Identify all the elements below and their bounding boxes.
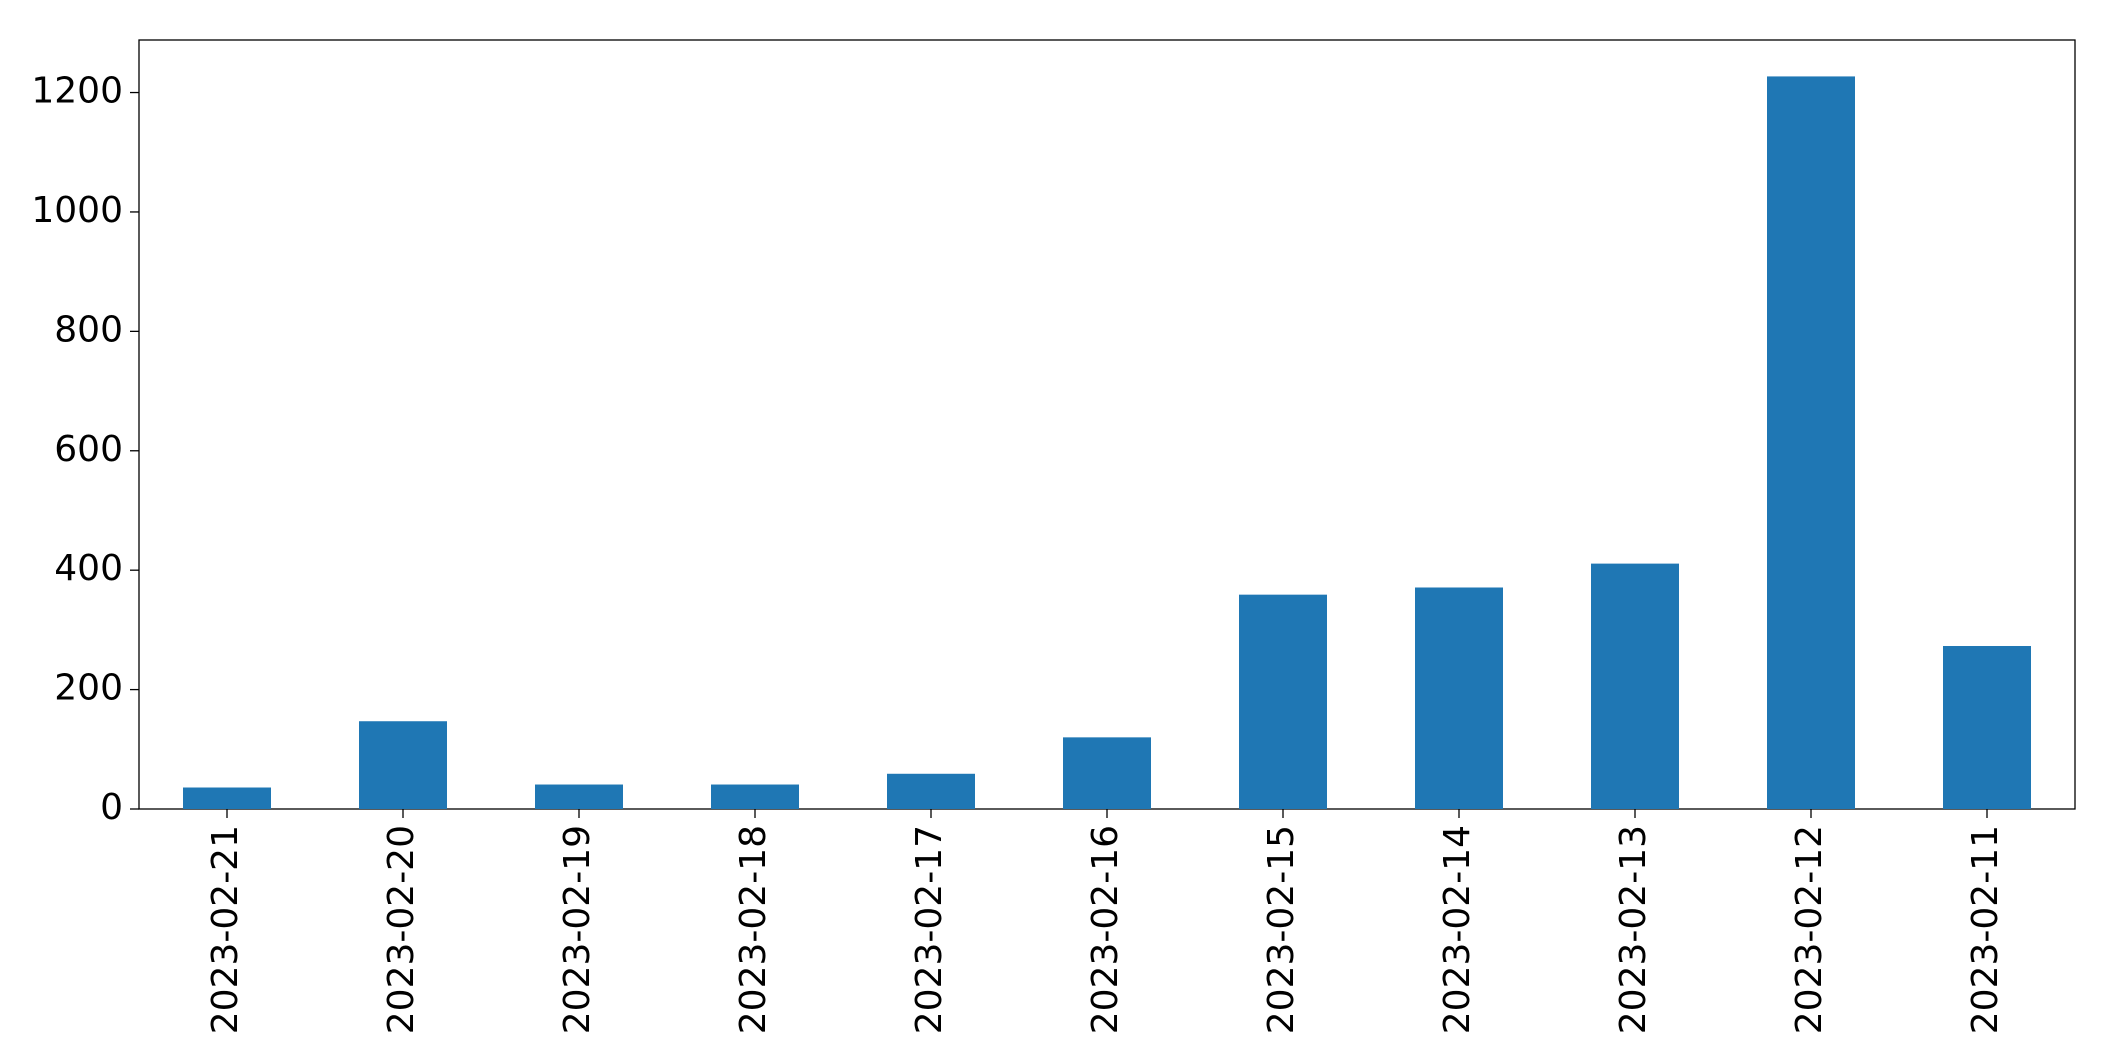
bar bbox=[1415, 587, 1503, 809]
x-tick-label: 2023-02-17 bbox=[909, 825, 950, 1034]
x-tick-label: 2023-02-19 bbox=[557, 825, 598, 1034]
y-tick-label: 800 bbox=[54, 309, 123, 350]
x-tick-label: 2023-02-21 bbox=[205, 825, 246, 1034]
bar bbox=[359, 721, 447, 809]
y-tick-label: 0 bbox=[100, 787, 123, 828]
bar bbox=[1767, 76, 1855, 809]
x-tick-label: 2023-02-11 bbox=[1965, 825, 2006, 1034]
x-tick-label: 2023-02-12 bbox=[1789, 825, 1830, 1034]
bar bbox=[1943, 646, 2031, 809]
x-tick-label: 2023-02-13 bbox=[1613, 825, 1654, 1034]
bar bbox=[1063, 737, 1151, 809]
y-tick-label: 1000 bbox=[31, 190, 123, 231]
x-tick-label: 2023-02-20 bbox=[381, 825, 422, 1034]
x-tick-label: 2023-02-16 bbox=[1085, 825, 1126, 1034]
y-tick-label: 1200 bbox=[31, 71, 123, 112]
bar bbox=[711, 784, 799, 809]
bar bbox=[183, 787, 271, 809]
y-tick-label: 200 bbox=[54, 668, 123, 709]
y-tick-label: 400 bbox=[54, 548, 123, 589]
bar bbox=[887, 773, 975, 809]
y-tick-label: 600 bbox=[54, 429, 123, 470]
x-tick-label: 2023-02-14 bbox=[1437, 825, 1478, 1034]
bar bbox=[1239, 594, 1327, 809]
x-tick-label: 2023-02-15 bbox=[1261, 825, 1302, 1034]
bar bbox=[1591, 563, 1679, 809]
x-tick-label: 2023-02-18 bbox=[733, 825, 774, 1034]
bar bbox=[535, 784, 623, 809]
